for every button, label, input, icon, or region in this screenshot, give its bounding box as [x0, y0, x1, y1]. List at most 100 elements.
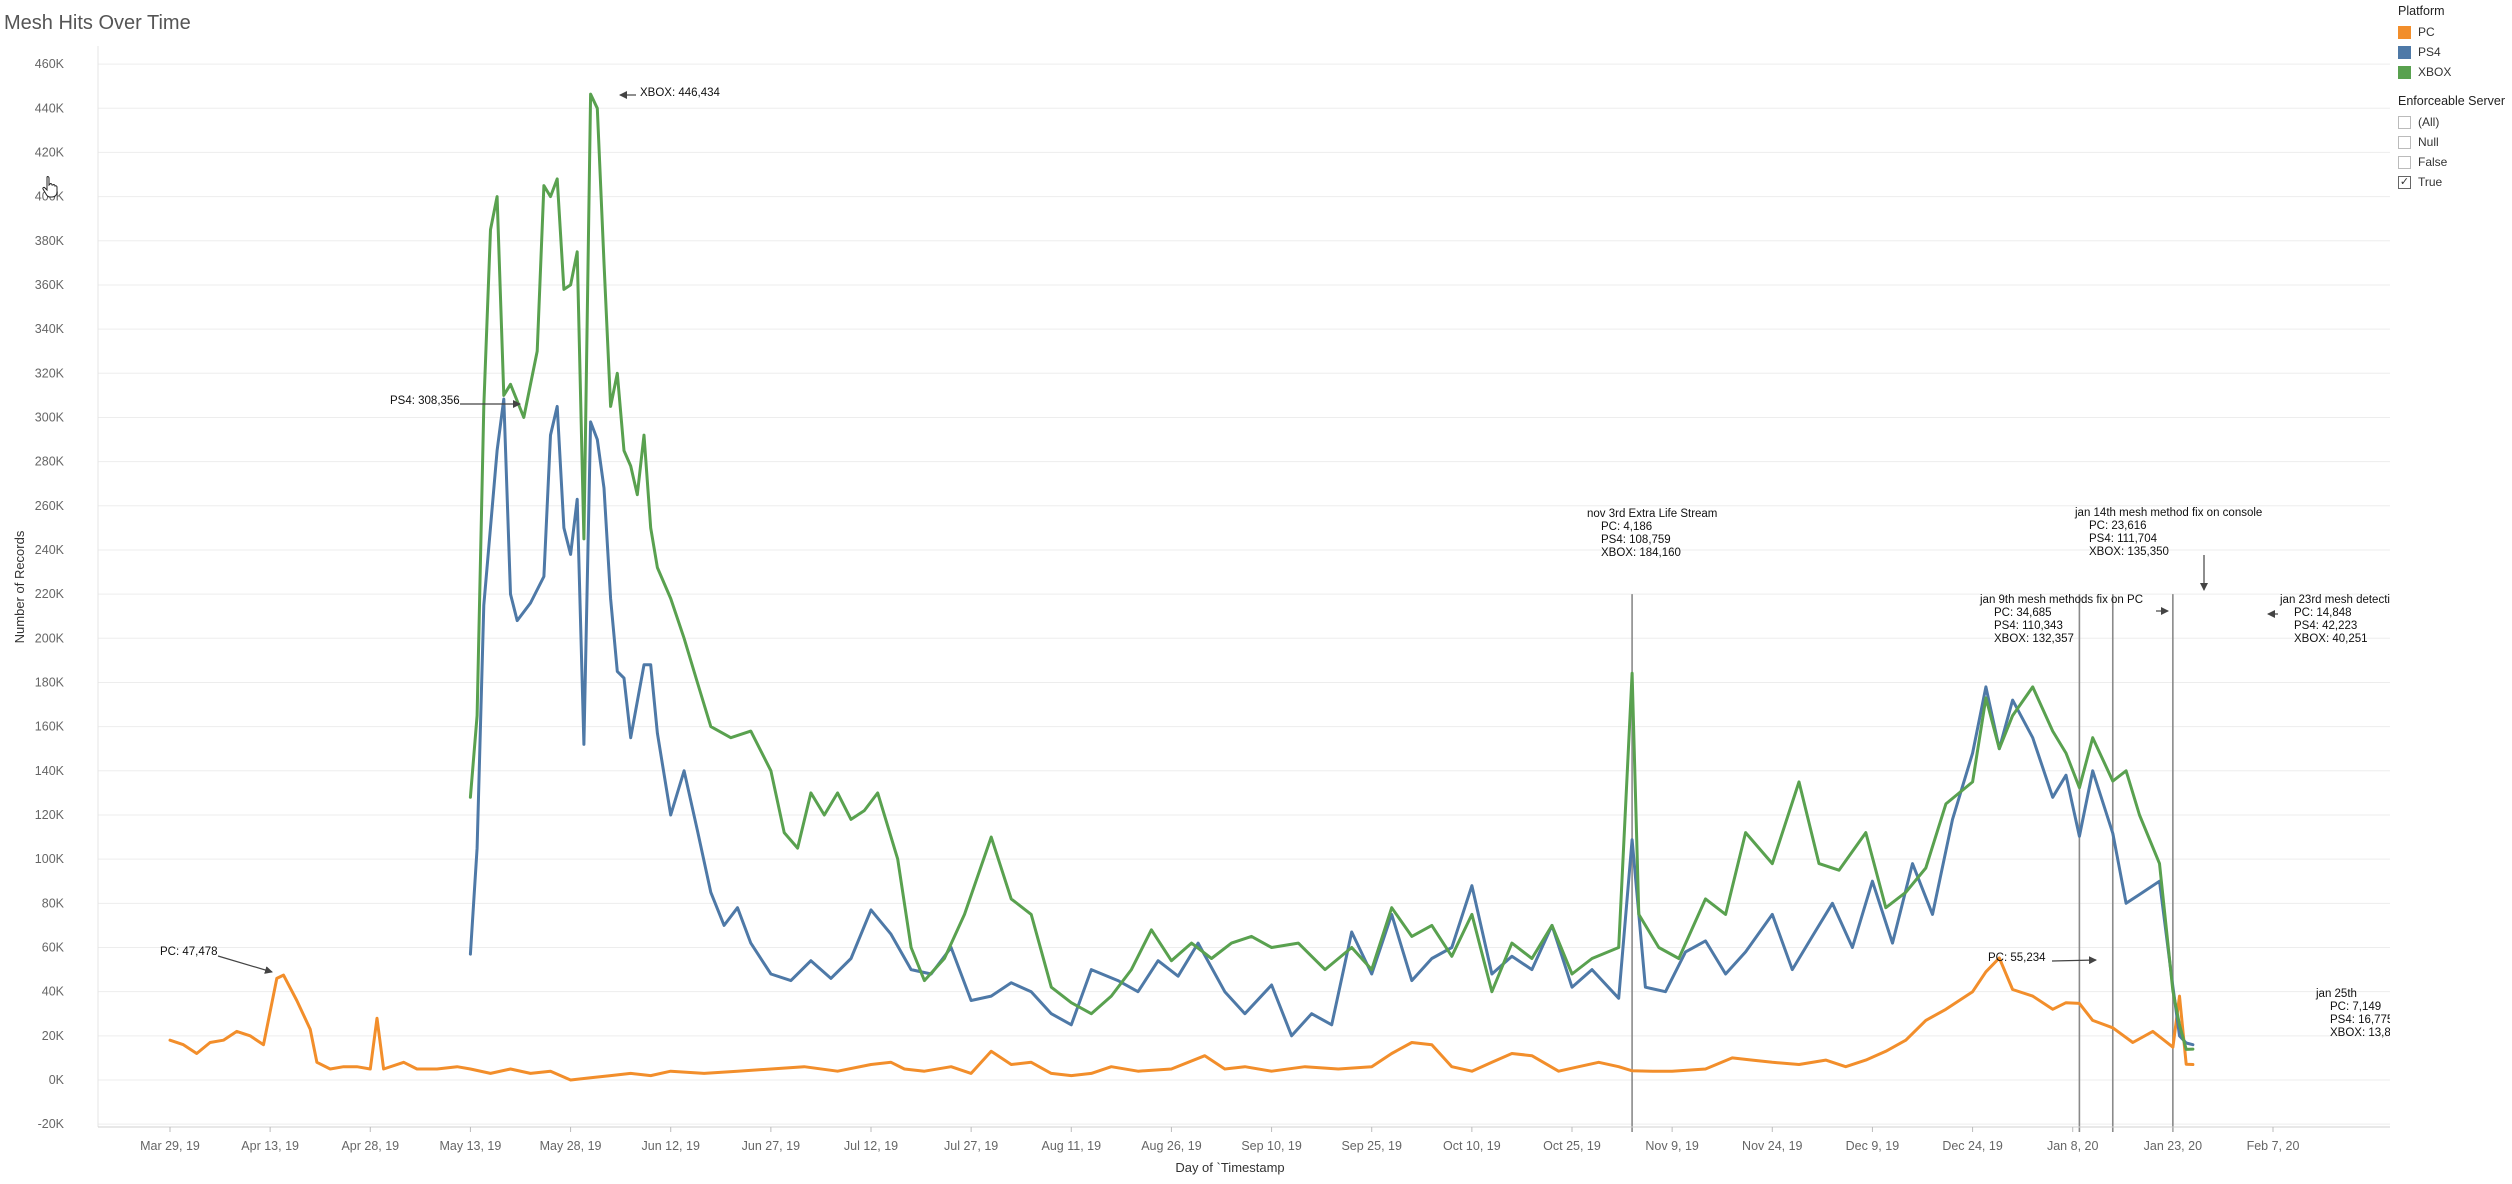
filter-checkbox[interactable]: ✓: [2398, 175, 2411, 189]
y-tick-label: 360K: [35, 278, 65, 292]
y-tick-label: 240K: [35, 543, 65, 557]
x-tick-label: Aug 26, 19: [1141, 1139, 1202, 1153]
filter-checkbox[interactable]: [2398, 135, 2411, 149]
line-chart: -20K 0K 20K 40K 60K 80K 100K 120K 140K 160K 180K 20…: [12, 46, 2390, 1175]
y-tick-label: 80K: [42, 896, 65, 910]
y-tick-label: 380K: [35, 234, 65, 248]
legend-swatch: [2398, 65, 2411, 79]
legend-swatch: [2398, 45, 2411, 59]
annotation: PS4: 308,356: [390, 395, 521, 408]
annotation-arrow: [2051, 956, 2097, 965]
filter-checkbox[interactable]: [2398, 155, 2411, 169]
y-tick-label: 0K: [49, 1073, 65, 1087]
x-tick-label: Jan 8, 20: [2047, 1139, 2098, 1153]
x-tick-label: Sep 25, 19: [1341, 1139, 1402, 1153]
x-tick-label: Mar 29, 19: [140, 1139, 200, 1153]
annotation-text: PC: 34,685: [1994, 607, 2052, 619]
x-tick-label: May 28, 19: [540, 1139, 602, 1153]
x-tick-label: Dec 24, 19: [1942, 1139, 2003, 1153]
legend-label: PS4: [2418, 45, 2441, 59]
annotation: PC: 47,478: [160, 946, 273, 974]
annotation-text: jan 25th: [2315, 988, 2357, 1000]
annotation-text: XBOX: 135,350: [2089, 546, 2169, 558]
legend-label: PC: [2418, 25, 2435, 39]
x-tick-label: Aug 11, 19: [1042, 1139, 1102, 1153]
x-tick-label: Sep 10, 19: [1241, 1139, 1302, 1153]
annotation-arrow: [217, 955, 273, 974]
annotation-text: PC: 47,478: [160, 946, 218, 958]
legend-item-xbox[interactable]: XBOX: [2398, 62, 2510, 82]
y-tick-label: 120K: [35, 808, 65, 822]
x-tick-label: Nov 24, 19: [1742, 1139, 1803, 1153]
annotation-text: PC: 7,149: [2330, 1001, 2381, 1013]
y-tick-label: 420K: [35, 145, 65, 159]
filter-title: Enforceable Server: [2398, 94, 2506, 108]
x-tick-label: Jun 27, 19: [742, 1139, 800, 1153]
x-tick-label: Apr 28, 19: [341, 1139, 399, 1153]
y-tick-label: 40K: [42, 985, 65, 999]
legend-items: PC PS4 XBOX: [2398, 22, 2510, 82]
series-lines: [168, 92, 2195, 1082]
x-tick-label: Jul 12, 19: [844, 1139, 898, 1153]
legend-item-pc[interactable]: PC: [2398, 22, 2510, 42]
legend-item-ps4[interactable]: PS4: [2398, 42, 2510, 62]
annotation-text: nov 3rd Extra Life Stream: [1587, 508, 1717, 520]
y-tick-label: 180K: [35, 675, 65, 689]
filter-option[interactable]: (All): [2398, 112, 2510, 132]
x-tick-label: Jan 23, 20: [2144, 1139, 2202, 1153]
annotation-text: PS4: 110,343: [1994, 620, 2063, 632]
annotation: XBOX: 446,434: [619, 87, 721, 99]
filter-option[interactable]: False: [2398, 152, 2510, 172]
x-axis: Mar 29, 19 Apr 13, 19 Apr 28, 19 May 13, 19…: [98, 1126, 2390, 1153]
filter-option-label: False: [2418, 155, 2448, 169]
y-tick-label: 100K: [35, 852, 65, 866]
filter-option[interactable]: Null: [2398, 132, 2510, 152]
series-line-pc[interactable]: [168, 956, 2195, 1082]
filter-checkbox[interactable]: [2398, 115, 2411, 129]
annotation-text: PS4: 308,356: [390, 395, 460, 407]
y-tick-label: 200K: [35, 631, 65, 645]
annotation-text: PS4: 16,775: [2330, 1014, 2390, 1026]
annotation-text: PS4: 111,704: [2089, 533, 2158, 545]
y-tick-label: -20K: [38, 1117, 65, 1131]
annotation: PC: 55,234: [1988, 952, 2097, 965]
series-line-ps4[interactable]: [468, 397, 2195, 1047]
legend-swatch: [2398, 25, 2411, 39]
y-axis: -20K 0K 20K 40K 60K 80K 100K 120K 140K 160K 180K 20…: [35, 46, 99, 1131]
reference-lines: [1631, 594, 2174, 1132]
y-tick-label: 260K: [35, 499, 65, 513]
chart-title: Mesh Hits Over Time: [4, 12, 191, 34]
x-tick-label: Feb 7, 20: [2247, 1139, 2300, 1153]
x-tick-label: Oct 10, 19: [1443, 1139, 1501, 1153]
y-tick-label: 280K: [35, 455, 65, 469]
annotation-text: XBOX: 40,251: [2294, 633, 2368, 645]
annotation-text: PC: 4,186: [1601, 521, 1652, 533]
filter-option[interactable]: ✓ True: [2398, 172, 2510, 192]
series-line-xbox[interactable]: [468, 92, 2195, 1051]
annotation-text: PS4: 42,223: [2294, 620, 2357, 632]
x-tick-label: May 13, 19: [440, 1139, 502, 1153]
annotation-text: XBOX: 132,357: [1994, 633, 2074, 645]
annotation-text: XBOX: 13,873: [2330, 1027, 2390, 1039]
y-tick-label: 60K: [42, 940, 65, 954]
annotation-text: jan 9th mesh methods fix on PC: [1979, 594, 2143, 606]
y-tick-label: 440K: [35, 101, 65, 115]
annotation-text: PC: 55,234: [1988, 952, 2046, 964]
y-tick-label: 460K: [35, 57, 65, 71]
x-tick-label: Nov 9, 19: [1645, 1139, 1699, 1153]
y-axis-title: Number of Records: [12, 530, 27, 643]
y-tick-label: 20K: [42, 1029, 65, 1043]
annotation-text: XBOX: 184,160: [1601, 547, 1681, 559]
y-tick-label: 320K: [35, 366, 65, 380]
filter-panel: Enforceable Server (All) Null False ✓ True: [2398, 94, 2510, 192]
x-tick-label: Oct 25, 19: [1543, 1139, 1601, 1153]
annotation-text: PC: 23,616: [2089, 520, 2147, 532]
y-tick-label: 140K: [35, 764, 65, 778]
hand-cursor-icon: [42, 176, 58, 198]
filter-option-label: True: [2418, 175, 2443, 189]
legend-panel: Platform PC PS4 XBOX Enforceable Server (A…: [2398, 4, 2510, 192]
legend-label: XBOX: [2418, 65, 2452, 79]
x-tick-label: Jun 12, 19: [642, 1139, 700, 1153]
